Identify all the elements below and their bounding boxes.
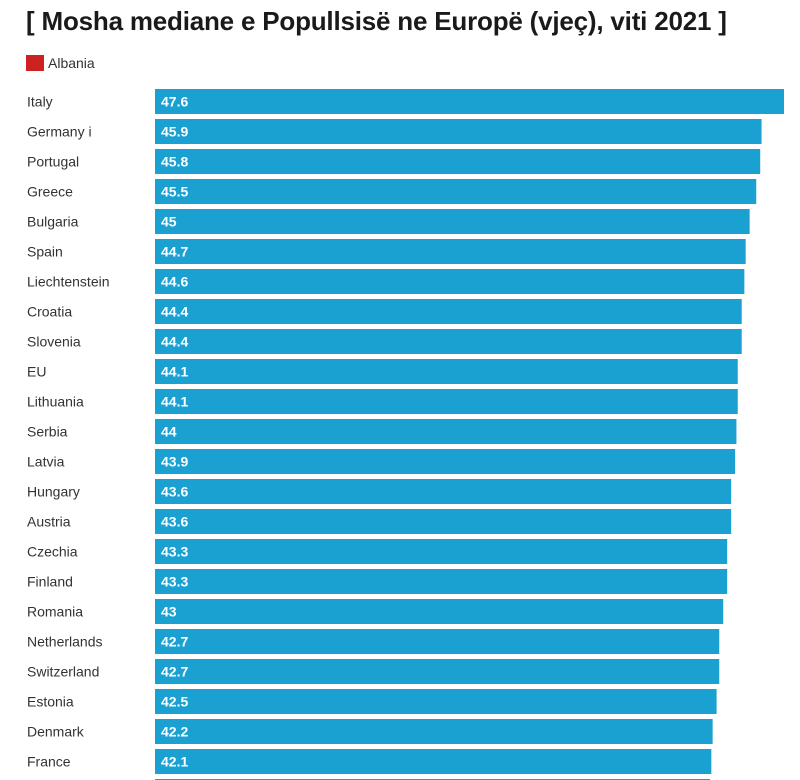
value-label-liechtenstein: 44.6	[161, 274, 188, 290]
bar-bulgaria	[155, 209, 750, 234]
bar-switzerland	[155, 659, 720, 684]
bar-netherlands	[155, 629, 720, 654]
category-label-austria: Austria	[27, 514, 71, 530]
bar-france	[155, 749, 712, 774]
value-label-switzerland: 42.7	[161, 664, 188, 680]
value-label-lithuania: 44.1	[161, 394, 188, 410]
bar-czechia	[155, 539, 728, 564]
bar-romania	[155, 599, 724, 624]
bar-serbia	[155, 419, 737, 444]
category-label-lithuania: Lithuania	[27, 394, 84, 410]
value-label-spain: 44.7	[161, 244, 188, 260]
value-label-romania: 43	[161, 604, 177, 620]
value-label-portugal: 45.8	[161, 154, 188, 170]
bar-greece	[155, 179, 757, 204]
value-label-latvia: 43.9	[161, 454, 188, 470]
category-label-bulgaria: Bulgaria	[27, 214, 79, 230]
category-label-latvia: Latvia	[27, 454, 65, 470]
value-label-eu: 44.1	[161, 364, 188, 380]
bar-italy	[155, 89, 784, 114]
value-label-czechia: 43.3	[161, 544, 188, 560]
category-label-hungary: Hungary	[27, 484, 80, 500]
legend-label-albania: Albania	[48, 55, 95, 71]
category-label-czechia: Czechia	[27, 544, 78, 560]
bar-portugal	[155, 149, 761, 174]
category-label-netherlands: Netherlands	[27, 634, 103, 650]
chart-title: [ Mosha mediane e Popullsisë ne Europë (…	[26, 6, 727, 36]
bar-germany-i	[155, 119, 762, 144]
value-label-estonia: 42.5	[161, 694, 188, 710]
bar-denmark	[155, 719, 713, 744]
category-label-croatia: Croatia	[27, 304, 72, 320]
value-label-bulgaria: 45	[161, 214, 177, 230]
category-label-liechtenstein: Liechtenstein	[27, 274, 110, 290]
value-label-germany-i: 45.9	[161, 124, 188, 140]
category-label-greece: Greece	[27, 184, 73, 200]
category-label-denmark: Denmark	[27, 724, 85, 740]
category-label-slovenia: Slovenia	[27, 334, 81, 350]
category-label-estonia: Estonia	[27, 694, 74, 710]
legend-swatch-albania	[26, 55, 44, 71]
value-label-finland: 43.3	[161, 574, 188, 590]
value-label-austria: 43.6	[161, 514, 188, 530]
bar-finland	[155, 569, 728, 594]
value-label-hungary: 43.6	[161, 484, 188, 500]
value-label-greece: 45.5	[161, 184, 188, 200]
category-label-switzerland: Switzerland	[27, 664, 99, 680]
bar-croatia	[155, 299, 742, 324]
bar-slovenia	[155, 329, 742, 354]
value-label-netherlands: 42.7	[161, 634, 188, 650]
category-label-italy: Italy	[27, 94, 53, 110]
legend: Albania	[26, 55, 95, 71]
category-label-portugal: Portugal	[27, 154, 79, 170]
category-label-spain: Spain	[27, 244, 63, 260]
category-label-germany-i: Germany i	[27, 124, 92, 140]
bar-liechtenstein	[155, 269, 745, 294]
bar-austria	[155, 509, 732, 534]
bar-estonia	[155, 689, 717, 714]
value-label-italy: 47.6	[161, 94, 188, 110]
value-label-slovenia: 44.4	[161, 334, 188, 350]
category-label-finland: Finland	[27, 574, 73, 590]
bar-lithuania	[155, 389, 738, 414]
category-label-serbia: Serbia	[27, 424, 68, 440]
category-label-eu: EU	[27, 364, 46, 380]
bar-eu	[155, 359, 738, 384]
value-label-denmark: 42.2	[161, 724, 188, 740]
category-label-france: France	[27, 754, 71, 770]
value-label-france: 42.1	[161, 754, 188, 770]
value-label-serbia: 44	[161, 424, 177, 440]
bar-hungary	[155, 479, 732, 504]
bar-spain	[155, 239, 746, 264]
value-label-croatia: 44.4	[161, 304, 188, 320]
bar-latvia	[155, 449, 736, 474]
category-label-romania: Romania	[27, 604, 83, 620]
